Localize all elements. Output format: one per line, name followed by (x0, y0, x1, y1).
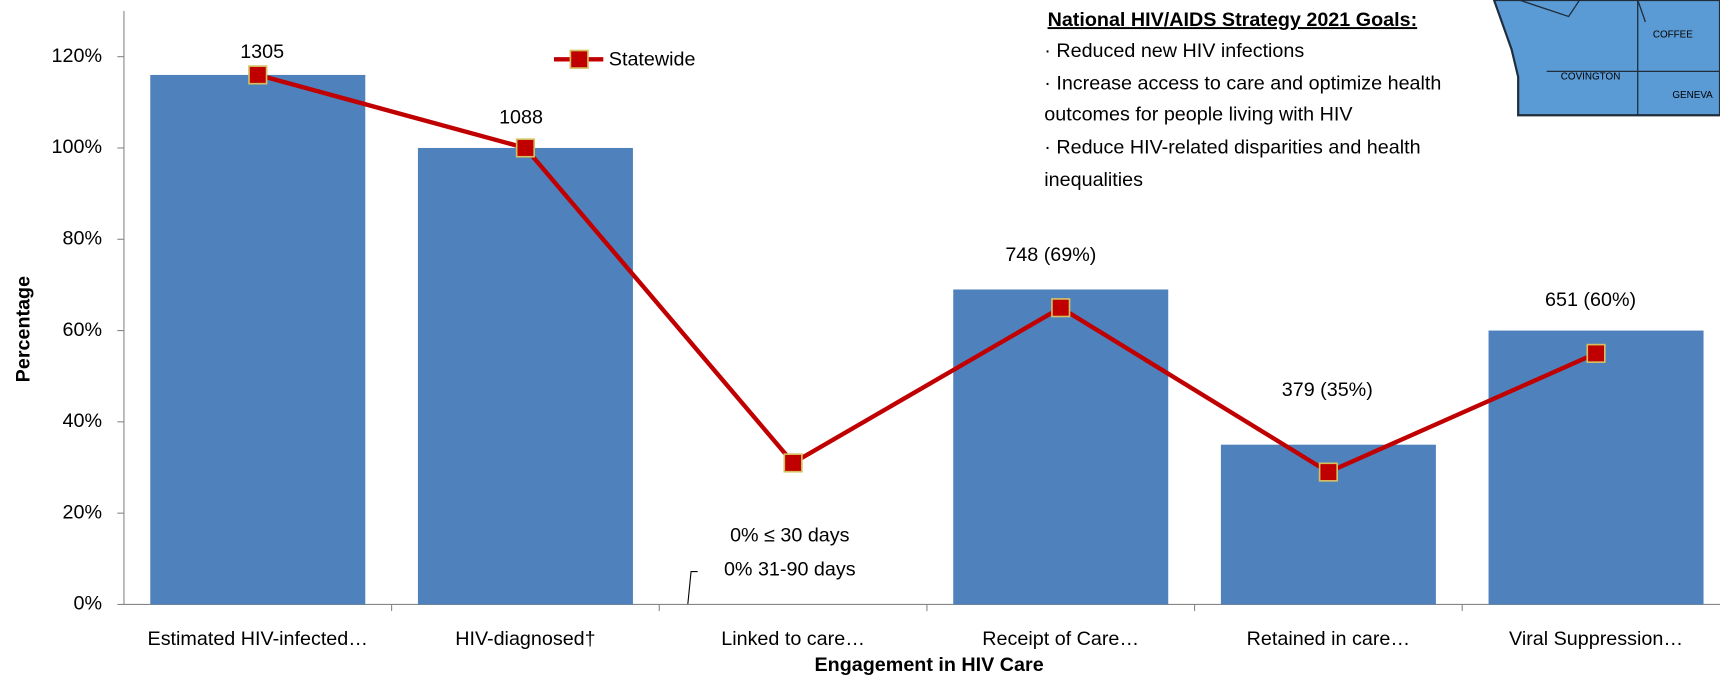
map-label: COVINGTON (1561, 71, 1621, 82)
y-tick-label: 120% (52, 45, 102, 67)
bar (1488, 330, 1704, 605)
marker (1318, 462, 1338, 482)
bar (953, 289, 1169, 605)
x-tick-label: Linked to care… (721, 628, 865, 650)
y-axis-label: Percentage (12, 276, 34, 382)
marker (1586, 343, 1606, 363)
goals-line: outcomes for people living with HIV (1044, 103, 1353, 125)
marker (1051, 298, 1071, 318)
goals-line: · Reduced new HIV infections (1044, 40, 1304, 62)
goals-line: · Reduce HIV-related disparities and hea… (1044, 136, 1420, 158)
annotation: 651 (60%) (1545, 289, 1636, 311)
goals-line: inequalities (1044, 169, 1143, 191)
y-tick-label: 40% (63, 410, 102, 432)
x-tick-label: Viral Suppression… (1509, 628, 1683, 650)
annotation: 379 (35%) (1282, 379, 1373, 401)
map-label: GENEVA (1672, 90, 1713, 101)
goals-box: National HIV/AIDS Strategy 2021 Goals: ·… (1044, 9, 1441, 191)
map-borders (1519, 0, 1720, 116)
y-tick-label: 60% (63, 319, 102, 341)
annotation: 1088 (499, 107, 543, 129)
x-tick-label: Retained in care… (1247, 628, 1410, 650)
legend-label: Statewide (609, 49, 696, 71)
legend-marker (569, 49, 589, 69)
map-label: COFFEE (1653, 30, 1693, 41)
bar (150, 74, 366, 605)
goals-line: · Increase access to care and optimize h… (1044, 73, 1441, 95)
x-tick-label: Estimated HIV-infected… (148, 628, 368, 650)
annotation: 0% ≤ 30 days (730, 525, 850, 547)
y-tick-label: 20% (63, 501, 102, 523)
marker (248, 65, 268, 85)
x-tick-label: Receipt of Care… (982, 628, 1139, 650)
y-tick-label: 80% (63, 227, 102, 249)
y-tick-label: 100% (52, 136, 102, 158)
goals-title: National HIV/AIDS Strategy 2021 Goals: (1048, 9, 1418, 31)
marker (783, 453, 803, 473)
inset-map: COFFEE COVINGTON GENEVA (1492, 0, 1720, 117)
bar (417, 147, 633, 605)
annotation: 0% 31-90 days (724, 559, 856, 581)
map-shape (1492, 0, 1720, 117)
marker (515, 138, 536, 158)
annotation-leader (687, 571, 698, 605)
x-axis-label: Engagement in HIV Care (815, 654, 1044, 676)
x-tick-label: HIV-diagnosed† (455, 628, 595, 650)
annotation: 748 (69%) (1005, 244, 1096, 266)
line (257, 72, 1597, 475)
annotation: 1305 (240, 41, 284, 63)
y-tick-label: 0% (73, 593, 102, 615)
